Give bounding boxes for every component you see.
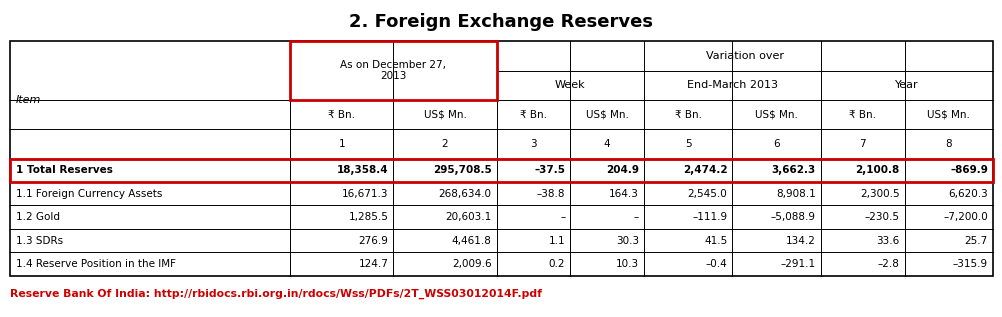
Text: 6,620.3: 6,620.3 (947, 189, 987, 199)
Text: ₹ Bn.: ₹ Bn. (849, 109, 876, 120)
Text: Reserve Bank Of India: http://rbidocs.rbi.org.in/rdocs/Wss/PDFs/2T_WSS03012014F.: Reserve Bank Of India: http://rbidocs.rb… (10, 288, 541, 299)
Text: –869.9: –869.9 (949, 165, 987, 175)
Text: 16,671.3: 16,671.3 (342, 189, 388, 199)
Text: –5,088.9: –5,088.9 (771, 212, 816, 222)
Text: –2.8: –2.8 (877, 259, 899, 269)
Text: 30.3: 30.3 (615, 236, 638, 246)
Text: 134.2: 134.2 (786, 236, 816, 246)
Text: 2,545.0: 2,545.0 (687, 189, 726, 199)
Text: 204.9: 204.9 (605, 165, 638, 175)
Text: –38.8: –38.8 (536, 189, 565, 199)
Text: –315.9: –315.9 (952, 259, 987, 269)
Text: US$ Mn.: US$ Mn. (423, 109, 466, 120)
Text: US$ Mn.: US$ Mn. (755, 109, 798, 120)
Text: 18,358.4: 18,358.4 (337, 165, 388, 175)
Text: Week: Week (554, 80, 585, 90)
Text: 7: 7 (859, 139, 865, 149)
Bar (10, 41, 992, 276)
Text: –: – (559, 212, 565, 222)
Text: 1.3 SDRs: 1.3 SDRs (16, 236, 63, 246)
Text: 1: 1 (338, 139, 345, 149)
Text: 1,285.5: 1,285.5 (348, 212, 388, 222)
Text: 41.5: 41.5 (703, 236, 726, 246)
Text: 2: 2 (441, 139, 448, 149)
Text: 8,908.1: 8,908.1 (776, 189, 816, 199)
Text: Variation over: Variation over (705, 51, 783, 61)
Text: US$ Mn.: US$ Mn. (585, 109, 628, 120)
Text: –: – (633, 212, 638, 222)
Text: 2,009.6: 2,009.6 (452, 259, 491, 269)
Text: 2. Foreign Exchange Reserves: 2. Foreign Exchange Reserves (349, 13, 653, 31)
Text: –230.5: –230.5 (864, 212, 899, 222)
Text: 1.1: 1.1 (548, 236, 565, 246)
Text: As on December 27,
2013: As on December 27, 2013 (340, 60, 446, 81)
Text: 295,708.5: 295,708.5 (433, 165, 491, 175)
Text: ₹ Bn.: ₹ Bn. (328, 109, 355, 120)
Text: 1.4 Reserve Position in the IMF: 1.4 Reserve Position in the IMF (16, 259, 176, 269)
Text: ₹ Bn.: ₹ Bn. (674, 109, 701, 120)
Text: 1.2 Gold: 1.2 Gold (16, 212, 60, 222)
Text: 124.7: 124.7 (358, 259, 388, 269)
Text: 20,603.1: 20,603.1 (445, 212, 491, 222)
Text: 8: 8 (945, 139, 951, 149)
Text: –7,200.0: –7,200.0 (942, 212, 987, 222)
Text: 2,474.2: 2,474.2 (682, 165, 726, 175)
Bar (10, 158, 992, 182)
Text: 4: 4 (603, 139, 610, 149)
Text: Year: Year (894, 80, 918, 90)
Text: 25.7: 25.7 (964, 236, 987, 246)
Text: 3,662.3: 3,662.3 (771, 165, 816, 175)
Text: 3: 3 (530, 139, 536, 149)
Text: 164.3: 164.3 (608, 189, 638, 199)
Text: 268,634.0: 268,634.0 (438, 189, 491, 199)
Text: 1 Total Reserves: 1 Total Reserves (16, 165, 113, 175)
Text: End-March 2013: End-March 2013 (686, 80, 778, 90)
Text: 276.9: 276.9 (358, 236, 388, 246)
Text: ₹ Bn.: ₹ Bn. (519, 109, 546, 120)
Text: –0.4: –0.4 (705, 259, 726, 269)
Text: 6: 6 (773, 139, 780, 149)
Text: 2,100.8: 2,100.8 (855, 165, 899, 175)
Text: 5: 5 (684, 139, 691, 149)
Text: 33.6: 33.6 (876, 236, 899, 246)
Text: 4,461.8: 4,461.8 (451, 236, 491, 246)
Bar (290, 41, 496, 100)
Text: 1.1 Foreign Currency Assets: 1.1 Foreign Currency Assets (16, 189, 162, 199)
Text: 10.3: 10.3 (615, 259, 638, 269)
Text: 0.2: 0.2 (548, 259, 565, 269)
Text: 2,300.5: 2,300.5 (859, 189, 899, 199)
Text: Item: Item (16, 95, 41, 105)
Text: US$ Mn.: US$ Mn. (927, 109, 969, 120)
Text: –111.9: –111.9 (691, 212, 726, 222)
Text: –37.5: –37.5 (534, 165, 565, 175)
Text: –291.1: –291.1 (780, 259, 816, 269)
